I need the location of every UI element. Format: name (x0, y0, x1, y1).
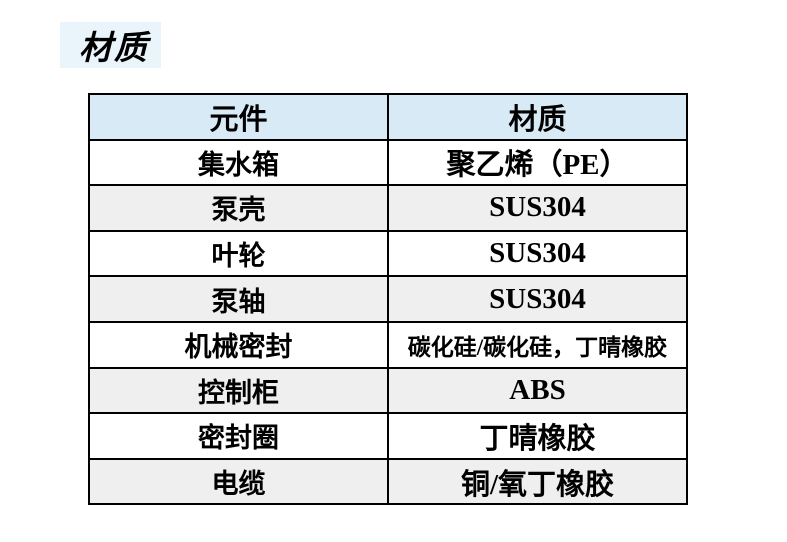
section-title: 材质 (79, 29, 149, 66)
table-row: 控制柜 ABS (88, 366, 688, 415)
table-row: 泵壳 SUS304 (88, 184, 688, 232)
component-cell: 集水箱 (88, 138, 389, 187)
table-row: 集水箱 聚乙烯（PE） (88, 138, 688, 187)
materials-table: 元件 材质 集水箱 聚乙烯（PE） 泵壳 SUS304 叶轮 SUS304 泵轴… (88, 93, 688, 506)
material-cell: 丁晴橡胶 (387, 412, 688, 460)
component-cell: 泵轴 (88, 275, 389, 323)
component-cell: 控制柜 (88, 366, 389, 415)
material-cell: 铜/氧丁橡胶 (387, 457, 688, 506)
table-header-row: 元件 材质 (88, 93, 688, 141)
material-cell: SUS304 (387, 275, 688, 323)
table-row: 密封圈 丁晴橡胶 (88, 412, 688, 460)
component-cell: 泵壳 (88, 184, 389, 232)
material-cell: ABS (387, 366, 688, 415)
column-header-component: 元件 (88, 93, 389, 141)
column-header-material: 材质 (387, 93, 688, 141)
material-cell: 聚乙烯（PE） (387, 138, 688, 187)
component-cell: 电缆 (88, 457, 389, 506)
material-cell: SUS304 (387, 184, 688, 232)
table-row: 机械密封 碳化硅/碳化硅，丁晴橡胶 (88, 320, 688, 369)
table-row: 电缆 铜/氧丁橡胶 (88, 457, 688, 506)
table-row: 叶轮 SUS304 (88, 229, 688, 278)
material-cell: SUS304 (387, 229, 688, 278)
section-title-highlight: 材质 (60, 22, 161, 68)
table-row: 泵轴 SUS304 (88, 275, 688, 323)
component-cell: 机械密封 (88, 320, 389, 369)
material-cell: 碳化硅/碳化硅，丁晴橡胶 (387, 320, 688, 369)
component-cell: 叶轮 (88, 229, 389, 278)
component-cell: 密封圈 (88, 412, 389, 460)
